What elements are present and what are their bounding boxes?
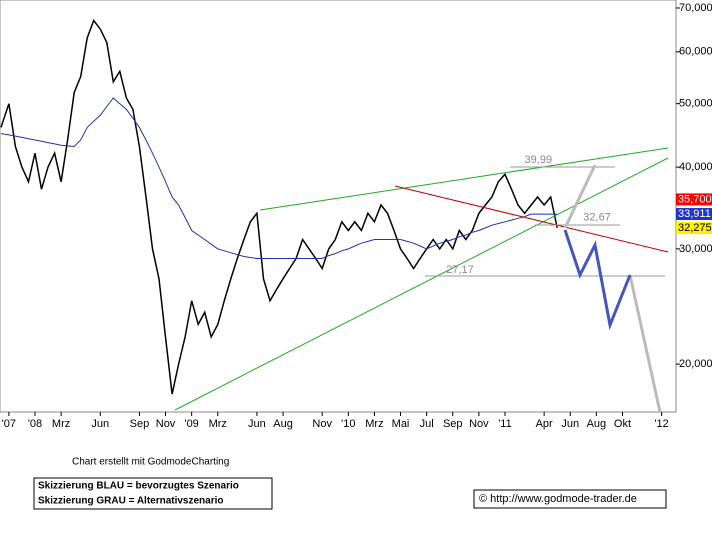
price-box	[676, 208, 712, 221]
x-tick-label: '10	[341, 418, 355, 430]
x-tick-label: Mrz	[365, 418, 383, 430]
legend-box	[33, 477, 273, 510]
x-tick-label: Jun	[91, 418, 109, 430]
x-tick-label: Nov	[469, 418, 489, 430]
annotation: 39,99	[525, 154, 553, 166]
y-tick-label: 20,000	[679, 358, 712, 370]
y-tick-label: 50,000	[679, 98, 712, 110]
y-tick-label: 70,000	[679, 2, 712, 14]
plot-area	[0, 0, 677, 413]
legend-blue: Skizzierung BLAU = bevorzugtes Szenario	[38, 481, 239, 492]
x-tick-label: Jun	[561, 418, 579, 430]
annotation: 32,67	[583, 212, 611, 224]
x-tick-label: Mrz	[52, 418, 70, 430]
x-tick-label: '12	[654, 418, 668, 430]
x-tick-label: Apr	[536, 418, 553, 430]
x-tick-label: '08	[28, 418, 42, 430]
x-tick-label: Jun	[248, 418, 266, 430]
x-tick-label: '11	[498, 418, 512, 430]
trendline	[259, 147, 669, 211]
y-tick-label: 40,000	[679, 161, 712, 173]
x-tick-label: Jul	[420, 418, 434, 430]
x-tick-label: Aug	[587, 418, 607, 430]
x-tick-label: Nov	[156, 418, 176, 430]
x-tick-label: '07	[2, 418, 16, 430]
scenario-grey	[628, 274, 662, 413]
x-tick-label: Mrz	[209, 418, 227, 430]
x-tick-label: Nov	[312, 418, 332, 430]
x-tick-label: Sep	[130, 418, 150, 430]
series-line	[0, 18, 558, 395]
trendline	[174, 157, 669, 411]
y-tick-label: 60,000	[679, 46, 712, 58]
price-label: 33,911	[678, 208, 711, 220]
price-label: 35,700	[678, 193, 712, 205]
url: © http://www.godmode-trader.de	[479, 493, 637, 505]
x-tick-label: Sep	[443, 418, 463, 430]
series-line	[0, 97, 558, 259]
x-tick-label: '09	[184, 418, 198, 430]
legend-grey: Skizzierung GRAU = Alternativszenario	[38, 496, 224, 507]
price-box	[676, 193, 712, 206]
y-tick-label: 30,000	[679, 243, 712, 255]
url-box	[473, 489, 667, 509]
x-tick-label: Aug	[273, 418, 293, 430]
price-box	[676, 222, 712, 235]
credit: Chart erstellt mit GodmodeCharting	[72, 457, 229, 468]
x-tick-label: Okt	[614, 418, 631, 430]
annotation: 27,17	[446, 264, 474, 276]
trendline	[394, 185, 669, 253]
scenario-grey	[563, 164, 597, 229]
x-tick-label: Mai	[392, 418, 410, 430]
scenario-blue	[563, 229, 632, 331]
price-label: 32,275	[678, 222, 712, 234]
